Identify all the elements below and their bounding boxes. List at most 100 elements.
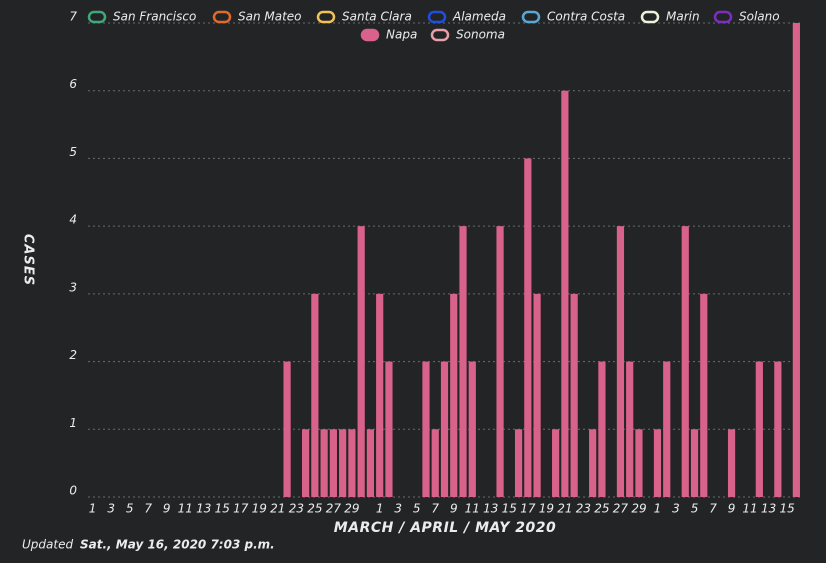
x-tick-label: 9 <box>728 502 736 516</box>
x-tick-label: 1 <box>89 502 97 516</box>
bar <box>459 226 467 497</box>
bar <box>690 429 699 497</box>
legend-swatch <box>430 28 450 42</box>
bar <box>357 226 365 497</box>
x-tick-label: 7 <box>431 502 439 516</box>
x-tick-label: 23 <box>576 502 591 516</box>
x-tick-label: 17 <box>520 502 536 516</box>
x-tick-label: 13 <box>761 502 776 516</box>
x-tick-label: 15 <box>779 502 794 516</box>
legend-label: Solano <box>739 10 780 24</box>
bar <box>635 429 643 497</box>
bar <box>561 90 569 497</box>
footer-prefix: Updated <box>22 538 73 552</box>
bar <box>431 429 439 497</box>
y-tick-label: 0 <box>69 484 77 498</box>
legend-label: San Francisco <box>113 10 196 24</box>
x-tick-label: 21 <box>270 502 285 516</box>
legend-label: Marin <box>666 10 700 24</box>
bar <box>422 361 430 497</box>
bar <box>626 361 634 497</box>
x-tick-label: 3 <box>672 502 680 516</box>
bar <box>450 293 458 497</box>
legend-swatch <box>316 10 336 24</box>
bar <box>653 429 662 497</box>
x-tick-label: 7 <box>144 502 152 516</box>
bar <box>700 293 708 497</box>
legend-swatch <box>713 10 733 24</box>
x-tick-label: 15 <box>215 502 230 516</box>
bar <box>376 293 384 497</box>
x-tick-label: 1 <box>376 502 384 516</box>
legend-label: San Mateo <box>238 10 302 24</box>
bar <box>681 226 689 497</box>
legend-swatch <box>427 10 447 24</box>
legend-swatch <box>212 10 232 24</box>
bar <box>663 361 671 497</box>
y-tick-label: 4 <box>69 213 77 227</box>
x-tick-label: 27 <box>326 502 342 516</box>
x-axis-title: MARCH / APRIL / MAY 2020 <box>334 520 556 536</box>
bar <box>348 429 356 497</box>
x-tick-label: 13 <box>196 502 211 516</box>
bar <box>727 429 736 497</box>
bar <box>302 429 310 497</box>
y-tick-label: 7 <box>69 10 77 24</box>
x-tick-label: 9 <box>163 502 171 516</box>
bar <box>533 293 541 497</box>
bar <box>514 429 523 497</box>
x-tick-label: 17 <box>233 502 249 516</box>
legend-swatch <box>640 10 660 24</box>
x-tick-label: 19 <box>252 502 267 516</box>
legend-label: Napa <box>386 28 417 42</box>
legend-label: Contra Costa <box>547 10 625 24</box>
x-tick-label: 29 <box>631 502 646 516</box>
footer-date: Sat., May 16, 2020 7:03 p.m. <box>80 538 275 552</box>
legend-label: Sonoma <box>456 28 505 42</box>
bar <box>552 429 560 497</box>
x-tick-label: 11 <box>465 502 480 516</box>
bar <box>440 361 449 497</box>
x-tick-label: 5 <box>691 502 699 516</box>
bar <box>589 429 597 497</box>
bar <box>524 158 532 497</box>
y-tick-label: 6 <box>69 77 77 91</box>
y-axis-title: CASES <box>21 234 36 286</box>
x-tick-label: 7 <box>709 502 717 516</box>
y-tick-label: 1 <box>69 416 77 430</box>
y-tick-label: 2 <box>69 348 77 362</box>
bar <box>468 361 476 497</box>
x-tick-label: 25 <box>594 502 609 516</box>
x-tick-label: 9 <box>450 502 458 516</box>
x-tick-label: 23 <box>289 502 304 516</box>
x-tick-label: 19 <box>539 502 554 516</box>
legend-swatch <box>360 28 380 42</box>
x-tick-label: 1 <box>654 502 662 516</box>
bar <box>311 293 319 497</box>
x-tick-label: 11 <box>178 502 193 516</box>
bar <box>616 226 625 497</box>
x-tick-label: 13 <box>483 502 498 516</box>
x-tick-label: 3 <box>107 502 115 516</box>
x-tick-label: 29 <box>344 502 359 516</box>
y-tick-label: 5 <box>69 145 77 159</box>
legend-swatch <box>521 10 541 24</box>
bar <box>385 361 393 497</box>
bar <box>570 293 578 497</box>
x-tick-label: 27 <box>613 502 629 516</box>
bar <box>496 226 504 497</box>
legend-swatch <box>87 10 107 24</box>
legend-label: Alameda <box>452 10 506 24</box>
bar <box>366 429 375 497</box>
x-tick-label: 5 <box>413 502 421 516</box>
x-tick-label: 5 <box>126 502 134 516</box>
x-tick-label: 11 <box>742 502 757 516</box>
bar <box>283 361 291 497</box>
x-tick-label: 25 <box>307 502 322 516</box>
y-tick-label: 3 <box>69 280 77 294</box>
bar <box>329 429 337 497</box>
x-tick-label: 21 <box>557 502 572 516</box>
bar <box>755 361 763 497</box>
bar <box>774 361 782 497</box>
